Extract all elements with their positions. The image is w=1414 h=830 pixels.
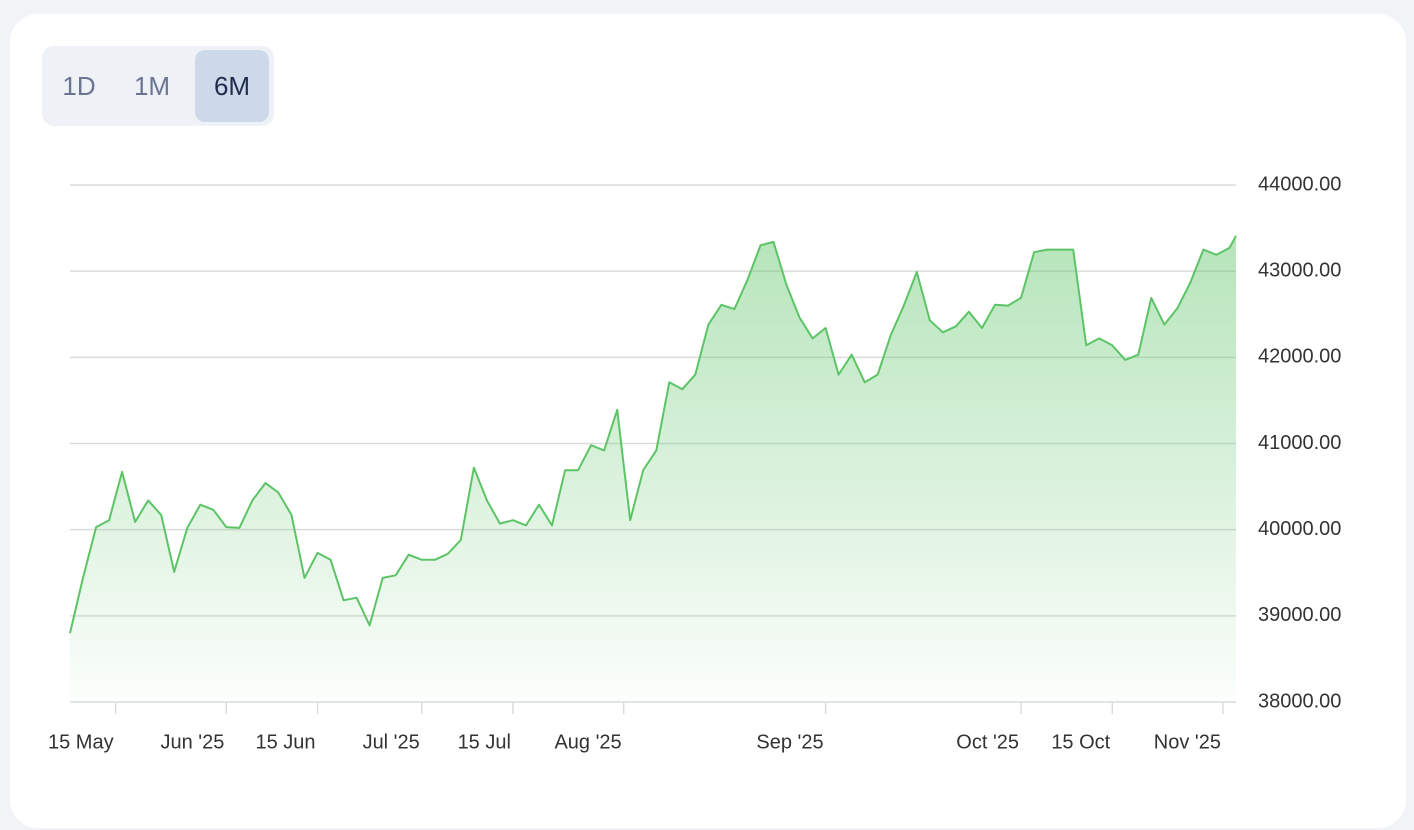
x-tick-label: Jul '25: [363, 731, 420, 753]
y-tick-label: 40000.00: [1258, 518, 1341, 540]
y-tick-label: 38000.00: [1258, 690, 1341, 712]
x-tick-label: Jun '25: [160, 731, 224, 753]
x-tick-label: 15 Jun: [255, 731, 315, 753]
y-tick-label: 41000.00: [1258, 432, 1341, 454]
y-tick-label: 42000.00: [1258, 346, 1341, 368]
x-tick-label: Aug '25: [554, 731, 621, 753]
x-tick-label: Nov '25: [1154, 731, 1221, 753]
x-tick-label: 15 Oct: [1051, 731, 1110, 753]
range-button[interactable]: 6M: [195, 50, 269, 122]
series-line: [69, 235, 1237, 634]
y-tick-label: 43000.00: [1258, 259, 1341, 281]
y-tick-label: 39000.00: [1258, 604, 1341, 626]
x-tick-label: Oct '25: [956, 731, 1019, 753]
area-fill: [70, 235, 1236, 703]
x-axis: 15 May Jun '25 15 Jun Jul '25 15 Jul Aug '25 S…: [48, 702, 1224, 753]
range-button[interactable]: 1M: [115, 50, 189, 122]
x-tick-label: 15 May: [48, 731, 114, 753]
y-tick-label: 44000.00: [1258, 173, 1341, 195]
x-tick-label: Sep '25: [756, 731, 823, 753]
range-selector: 1D 1M 6M: [42, 46, 274, 126]
range-button[interactable]: 1D: [42, 50, 116, 122]
x-tick-label: 15 Jul: [458, 731, 511, 753]
